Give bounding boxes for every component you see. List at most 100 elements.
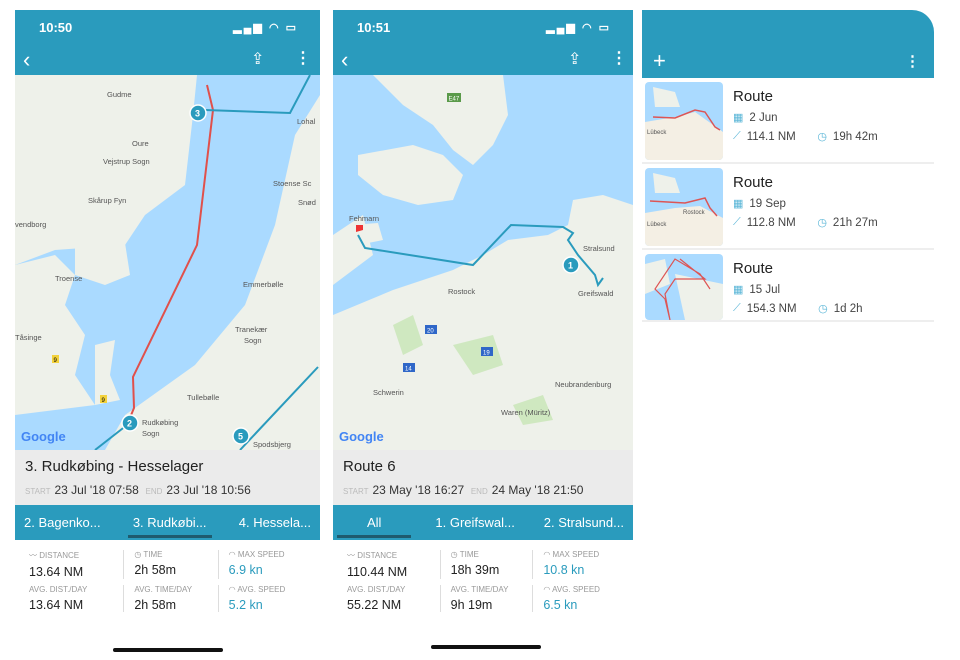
map-label: Waren (Müritz) [501,408,551,417]
tab-leg-active[interactable]: 3. Rudkøbi... [127,505,212,540]
status-bar: 10:51 ▂▄▆ ◠ ▭ [333,10,633,45]
map-label: Tullebølle [187,393,219,402]
stat-value: 2h 58m [134,598,177,612]
home-indicator[interactable] [113,648,223,652]
route-info: Route 6 START 23 May '18 16:27 END 24 May … [333,450,633,505]
tab-leg[interactable]: 1. Greifswal... [435,515,515,530]
waypoint-marker[interactable]: 3 [189,104,207,122]
speedometer-icon: ◠ [228,550,238,559]
waypoint-marker[interactable]: 5 [232,427,250,445]
map-label: Spodsbjerg [253,440,291,449]
nav-bar: ‹ ⇪ ⋮ [333,45,633,75]
add-route-icon[interactable]: + [653,48,666,73]
end-date: 23 Jul '18 10:56 [166,483,251,497]
stat-value: 110.44 NM [347,565,408,579]
route-distance: 114.1 NM [746,130,796,143]
tab-leg[interactable]: 4. Hessela... [238,515,311,530]
svg-text:3: 3 [195,109,200,119]
svg-text:2: 2 [127,419,132,429]
calendar-icon: ▦ [733,284,744,296]
thumb-label: Lübeck [647,222,667,228]
stat-label: DISTANCE [39,551,80,560]
waypoint-marker[interactable]: 2 [121,414,139,432]
map-label: Snød [298,198,316,207]
map-label: Emmerbølle [243,280,283,289]
share-icon[interactable]: ⇪ [251,51,265,68]
map-label: Sogn [244,336,262,345]
map-label: Sogn [142,429,160,438]
map[interactable]: E47 20 19 14 Fehmarn Stralsund Greifswal… [333,75,633,450]
stat-label: AVG. DIST./DAY [347,585,406,594]
map-label: Stoense Sc [273,179,312,188]
stat-value: 9h 19m [450,598,493,612]
stat-label: DISTANCE [357,551,398,560]
route-list-item[interactable]: Lübeck Route ▦ 2 Jun ⟋ 114.1 NM ◷ 19h 42m [642,78,934,164]
map-label: Skårup Fyn [88,196,126,205]
stat-value: 6.9 kn [228,563,263,577]
route-list-item[interactable]: Lübeck Rostock Route ▦ 19 Sep ⟋ 112.8 NM ◷ 2… [642,164,934,250]
route-duration: 19h 42m [832,130,878,143]
trip-title: 3. Rudkøbing - Hesselager [25,458,204,475]
ruler-icon: ⟋ [733,302,741,314]
google-logo: Google [339,429,384,444]
distance-icon: 〰 [29,551,40,560]
route-title: Route [733,260,774,277]
back-icon[interactable]: ‹ [23,47,31,72]
map-label: Rudkøbing [142,418,178,427]
svg-text:1: 1 [568,261,573,271]
map-label: Neubrandenburg [555,380,611,389]
road-badge: 9 [102,398,106,404]
nav-bar: ‹ ⇪ ⋮ [15,45,320,75]
more-icon[interactable]: ⋮ [295,50,311,67]
stopwatch-icon: ◷ [817,217,827,229]
road-badge: 19 [483,351,490,357]
ruler-icon: ⟋ [733,130,741,142]
map-label: Greifswald [578,289,613,298]
back-icon[interactable]: ‹ [341,47,349,72]
road-badge: 14 [405,367,412,373]
road-badge: 9 [54,358,58,364]
stat-label: MAX SPEED [552,550,600,559]
route-title: Route [733,174,774,191]
stat-value: 13.64 NM [29,598,84,612]
start-label: START [25,487,51,496]
stat-label: TIME [459,550,479,559]
trip-info: 3. Rudkøbing - Hesselager START 23 Jul '1… [15,450,320,505]
map[interactable]: Gudme Oure Vejstrup Sogn Skårup Fyn vend… [15,75,320,450]
stat-value: 13.64 NM [29,565,84,579]
waypoint-marker[interactable]: 1 [562,256,580,274]
tab-leg[interactable]: 2. Stralsund... [543,515,624,530]
svg-text:5: 5 [238,432,243,442]
route-thumbnail [645,254,723,320]
route-distance: 154.3 NM [746,302,797,315]
leg-tabs: All 1. Greifswal... 2. Stralsund... [333,505,633,540]
stat-label: AVG. DIST./DAY [29,585,88,594]
end-label: END [470,487,488,496]
map-canvas: E47 20 19 14 Fehmarn Stralsund Greifswal… [333,75,633,450]
header-bar: + ⋮ [642,10,934,78]
stat-label: AVG. TIME/DAY [134,585,193,594]
ruler-icon: ⟋ [733,216,741,228]
map-label: Rostock [448,287,475,296]
more-icon[interactable]: ⋮ [611,50,627,67]
tab-all[interactable]: All [337,505,412,540]
route-date: 15 Jul [749,283,781,296]
start-date: 23 Jul '18 07:58 [54,483,139,497]
stopwatch-icon: ◷ [817,131,827,143]
speedometer-icon: ◠ [543,550,553,559]
map-label: Tranekær [235,325,268,334]
tab-leg[interactable]: 2. Bagenko... [24,515,101,530]
route-list-item[interactable]: Route ▦ 15 Jul ⟋ 154.3 NM ◷ 1d 2h [642,250,934,322]
road-badge: E47 [449,97,460,103]
stat-label: MAX SPEED [237,550,285,559]
home-indicator[interactable] [431,645,541,649]
map-label: Gudme [107,90,132,99]
phone-trip-leg: 10:50 ▂▄▆ ◠ ▭ ‹ ⇪ ⋮ Gudme Oure Vejstrup S… [15,10,320,655]
stats-grid: 〰 DISTANCE 13.64 NM ◷ TIME 2h 58m ◠ MAX SP… [15,540,320,612]
share-icon[interactable]: ⇪ [568,51,582,68]
phone-route-list: + ⋮ Lübeck Route ▦ 2 Jun ⟋ 114.1 NM ◷ 19h 4… [642,10,934,340]
map-label: Stralsund [583,244,615,253]
speedometer-icon: ◠ [228,585,238,594]
stat-label: AVG. SPEED [237,585,286,594]
more-icon[interactable]: ⋮ [905,53,920,70]
